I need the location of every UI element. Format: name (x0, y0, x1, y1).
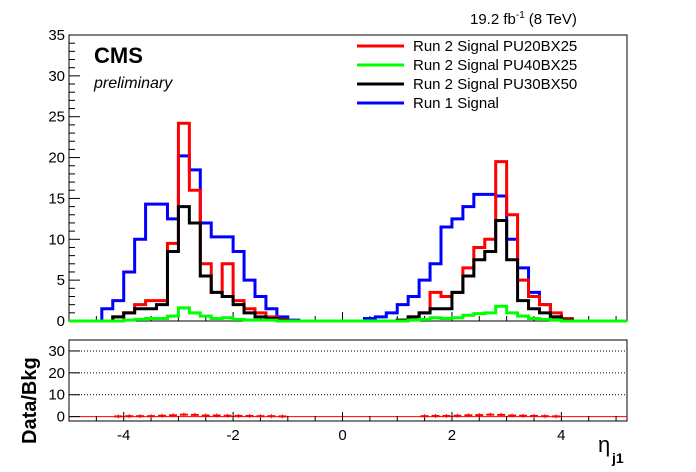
ratio-y-tick-label: 10 (48, 387, 65, 404)
ratio-points (114, 412, 560, 419)
x-tick-label: 0 (338, 427, 346, 444)
x-axis-label-subscript: j1 (611, 450, 624, 466)
y-tick-label: 25 (48, 109, 65, 126)
legend-entry-label: Run 1 Signal (413, 95, 499, 112)
series-line-pu40bx25 (69, 304, 627, 323)
main-series (69, 121, 627, 323)
ratio-y-tick-label: 30 (48, 343, 65, 360)
y-tick-label: 0 (57, 313, 65, 330)
ratio-x-ticks: -4 -2 0 2 4 (68, 412, 617, 444)
series-line-pu20bx25 (69, 121, 627, 323)
ratio-y-axis-label: Data/Bkg (19, 357, 41, 444)
y-tick-label: 5 (57, 272, 65, 289)
lumi-label: 19.2 fb-1 (8 TeV) (470, 10, 577, 28)
x-tick-label: -4 (117, 427, 130, 444)
legend: Run 2 Signal PU20BX25 Run 2 Signal PU40BX… (357, 38, 577, 112)
preliminary-label: preliminary (93, 75, 173, 92)
ratio-plot-frame (68, 339, 628, 422)
ratio-y-tick-label: 20 (48, 365, 65, 382)
x-tick-label: 2 (448, 427, 456, 444)
cms-label: CMS (94, 43, 143, 68)
x-axis-label: η (598, 432, 610, 457)
series-line-run1 (69, 154, 627, 323)
ratio-grid (69, 350, 627, 418)
ratio-y-ticks: 0 10 20 30 (48, 343, 80, 426)
x-tick-label: 4 (557, 427, 565, 444)
legend-entry-label: Run 2 Signal PU40BX25 (413, 57, 577, 74)
y-tick-label: 35 (48, 27, 65, 44)
y-tick-label: 10 (48, 231, 65, 248)
x-tick-label: -2 (226, 427, 239, 444)
main-y-ticks: 0 5 10 15 20 25 30 35 (48, 27, 80, 330)
y-tick-label: 30 (48, 68, 65, 85)
y-tick-label: 15 (48, 190, 65, 207)
y-tick-label: 20 (48, 150, 65, 167)
ratio-y-tick-label: 0 (57, 409, 65, 426)
legend-entry-label: Run 2 Signal PU20BX25 (413, 38, 577, 55)
legend-entry-label: Run 2 Signal PU30BX50 (413, 76, 577, 93)
